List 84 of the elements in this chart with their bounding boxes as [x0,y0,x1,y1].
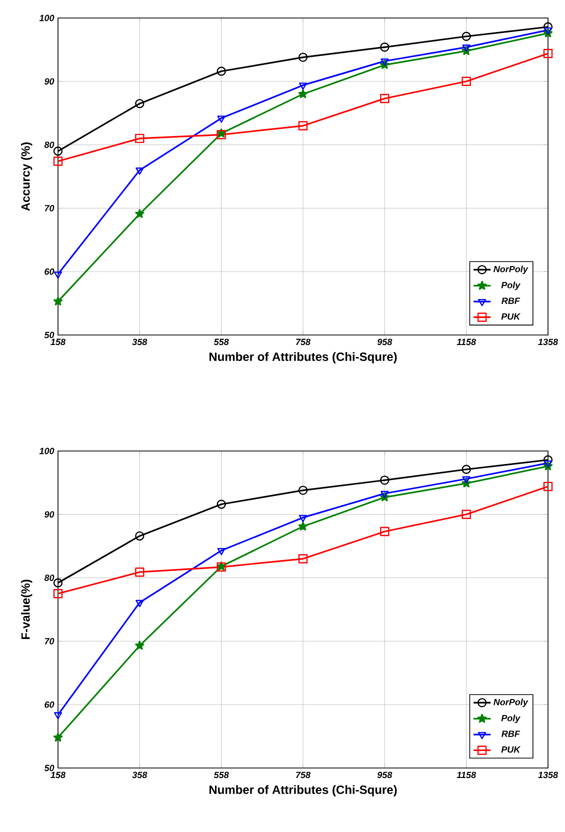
legend-label: NorPoly [494,698,528,708]
x-tick-label: 758 [296,338,310,346]
point [298,121,308,130]
legend-label: PUK [501,313,521,320]
point [135,134,144,144]
point [54,272,62,279]
x-tick-label: 958 [377,338,392,346]
point [544,27,552,35]
point [53,578,63,588]
x-tick-label: 758 [296,772,310,778]
point [298,52,308,62]
point [53,156,63,166]
x-axis-title: Number of Attributes (Chi-Squre) [209,785,397,796]
point [135,98,144,108]
y-tick-label: 50 [44,332,54,338]
point [462,476,470,484]
point [543,48,553,58]
x-tick-label: 958 [377,772,392,778]
point [462,464,471,474]
x-tick-label: 1158 [456,772,476,778]
x-tick-label: 358 [132,338,148,346]
y-tick-label: 70 [44,638,54,644]
point [462,510,471,519]
point [53,146,63,156]
point [462,32,471,41]
y-axis-title: Accurcy (%) [21,142,32,211]
point [543,22,553,32]
y-axis-title: F-value(%) [21,580,32,640]
x-tick-label: 1358 [538,338,558,346]
y-tick-label: 100 [39,448,54,454]
point [53,589,63,598]
x-tick-label: 1158 [456,338,476,346]
point [216,500,226,509]
point [54,712,62,720]
y-tick-label: 60 [44,268,54,275]
point [544,460,552,468]
x-tick-label: 158 [50,338,66,346]
x-tick-label: 358 [132,772,148,778]
x-axis-title: Number of Attributes (Chi-Squre) [209,352,397,364]
point [298,514,308,522]
point [380,94,390,104]
y-tick-label: 70 [44,205,54,212]
point [380,42,390,52]
point [217,116,226,123]
point [543,482,553,492]
y-tick-label: 80 [44,142,54,148]
y-tick-label: 100 [39,14,54,22]
point [135,209,144,218]
x-tick-label: 1358 [538,772,558,778]
point [298,82,308,90]
point [380,58,389,66]
y-tick-label: 90 [44,78,54,85]
point [135,567,144,577]
y-tick-label: 50 [44,764,54,772]
point [136,168,144,175]
x-tick-label: 558 [214,338,229,346]
point [53,732,63,742]
point [298,486,308,495]
x-tick-label: 558 [214,772,229,778]
point [136,600,144,608]
point [380,526,390,536]
legend-label: PUK [501,746,521,753]
y-tick-label: 60 [44,701,54,708]
point [298,522,308,530]
point [135,531,144,541]
point [380,490,389,498]
y-tick-label: 80 [44,574,54,581]
legend-label: RBF [502,730,520,737]
x-tick-label: 158 [50,772,66,778]
point [462,44,470,52]
point [217,548,226,556]
point [543,455,553,464]
legend-label: NorPoly [494,266,528,274]
y-tick-label: 90 [44,511,54,518]
legend-label: Poly [501,282,521,290]
point [298,554,308,564]
point [53,296,63,306]
point [380,476,390,485]
point [462,76,471,86]
point [135,640,144,650]
legend-label: Poly [501,714,521,724]
legend-label: RBF [502,298,520,304]
point [298,89,308,98]
point [216,66,226,76]
